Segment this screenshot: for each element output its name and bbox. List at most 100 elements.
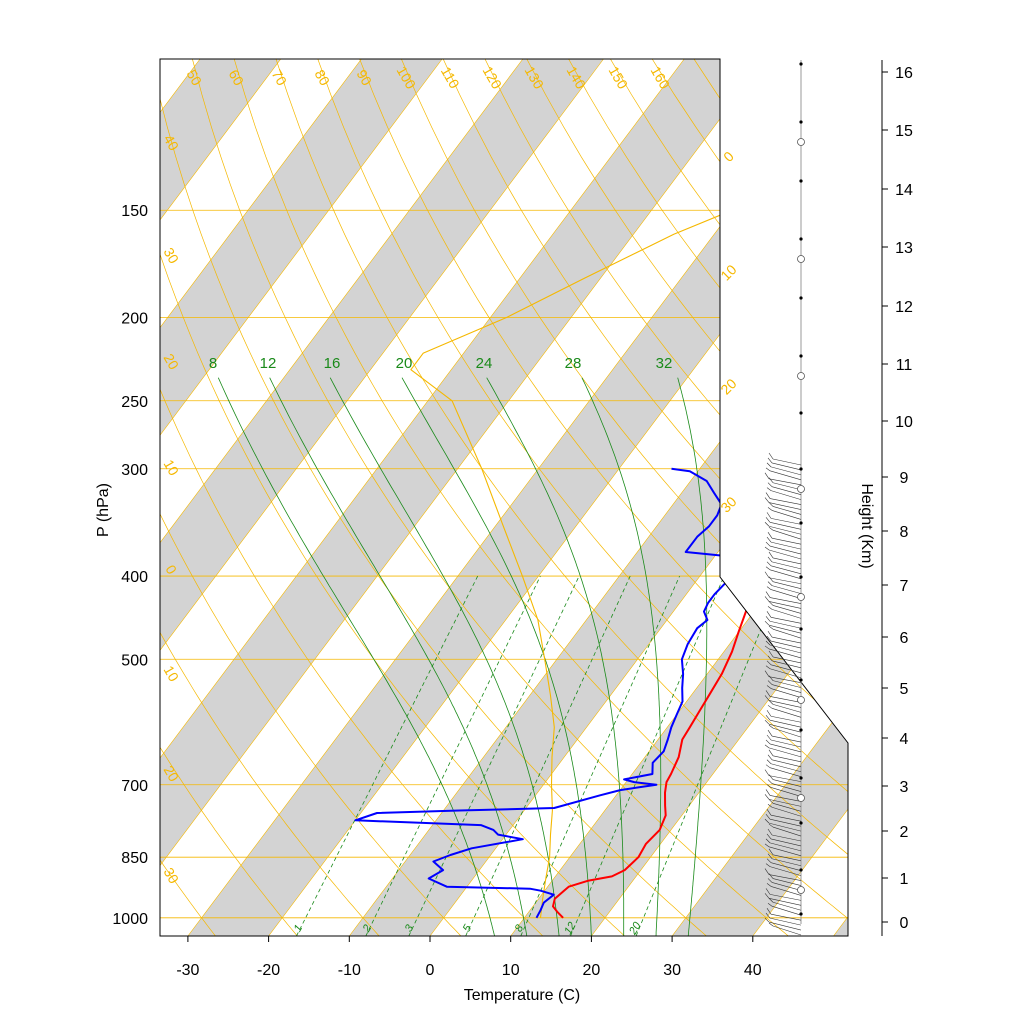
wind-barb — [772, 609, 801, 618]
dry-adiabat-label: 80 — [312, 67, 334, 89]
wind-barb — [771, 590, 801, 599]
height-tick-label: 12 — [895, 299, 913, 316]
wind-barb-flag — [765, 572, 769, 578]
moist-adiabat-label: 8 — [209, 355, 217, 372]
wind-barb-flag — [769, 725, 773, 728]
x-tick-label: -20 — [257, 962, 280, 979]
mixing-ratio-label: 1 — [292, 923, 305, 934]
height-tick-label: 16 — [895, 65, 913, 82]
height-tick-label: 0 — [900, 915, 909, 932]
height-dot — [799, 627, 802, 630]
wind-barb-flag — [769, 750, 773, 756]
wind-barb-flag — [769, 453, 773, 459]
wind-barb-flag — [765, 522, 769, 526]
wind-barb-flag — [765, 596, 769, 601]
height-marker — [798, 594, 805, 601]
wind-barb — [769, 578, 801, 584]
x-tick-label: 40 — [744, 962, 762, 979]
wind-barb-flag — [768, 755, 772, 760]
height-marker — [798, 256, 805, 263]
height-dot — [799, 776, 802, 779]
wind-barb — [772, 708, 801, 717]
wind-barb-flag — [765, 745, 769, 748]
height-tick-label: 13 — [895, 240, 913, 257]
x-tick-label: 0 — [426, 962, 435, 979]
dry-adiabat — [819, 59, 1024, 936]
height-marker — [798, 887, 805, 894]
height-tick-label: 7 — [900, 578, 909, 595]
p-tick-label: 400 — [121, 569, 148, 586]
wind-barb-flag — [768, 532, 772, 538]
wind-barb — [770, 744, 801, 752]
moist-adiabat-label: 28 — [565, 355, 582, 372]
wind-barb — [773, 605, 801, 613]
x-tick-label: -10 — [338, 962, 361, 979]
p-tick-label: 200 — [121, 311, 148, 328]
p-tick-label: 300 — [121, 462, 148, 479]
wind-barb-flag — [769, 527, 773, 530]
wind-barb-flag — [768, 780, 772, 784]
wind-barb-flag — [767, 512, 771, 518]
isotherm-label-right: 10 — [717, 261, 739, 283]
wind-barb — [773, 629, 801, 638]
height-tick-label: 4 — [900, 731, 909, 748]
wind-barb — [770, 570, 801, 579]
wind-barb-flag — [765, 794, 769, 799]
wind-barb-flag — [767, 537, 771, 542]
wind-barb — [773, 926, 801, 935]
height-tick-label: 15 — [895, 123, 913, 140]
x-tick-label: 20 — [583, 962, 601, 979]
wind-barb-flag — [768, 705, 772, 708]
p-tick-label: 850 — [121, 850, 148, 867]
height-dot — [799, 120, 802, 123]
wind-barb-flag — [767, 611, 771, 617]
moist-adiabat-label: 32 — [656, 355, 673, 372]
height-dot — [799, 62, 802, 65]
wind-barb — [771, 566, 801, 574]
wind-barb-flag — [767, 760, 771, 764]
isotherm — [0, 59, 39, 936]
p-tick-label: 150 — [121, 203, 148, 220]
wind-barb — [771, 689, 801, 698]
p-tick-label: 700 — [121, 778, 148, 795]
wind-barb — [772, 510, 801, 519]
wind-barb-flag — [766, 567, 770, 570]
wind-barb-flag — [766, 789, 770, 795]
wind-barb — [773, 506, 801, 514]
wind-barb — [771, 491, 801, 500]
wind-barb — [769, 748, 801, 757]
wind-barb-flag — [765, 621, 769, 625]
wind-barb — [772, 586, 801, 594]
wind-barb-flag — [768, 458, 772, 463]
moist-adiabat-label: 20 — [396, 355, 413, 372]
height-dot — [799, 575, 802, 578]
height-marker — [798, 139, 805, 146]
height-dot — [799, 678, 802, 681]
wind-barb — [769, 479, 801, 485]
height-dot — [799, 728, 802, 731]
mixing-ratio-label: 5 — [461, 922, 475, 934]
wind-barb-flag — [769, 577, 773, 582]
moist-adiabat-label: 24 — [476, 355, 493, 372]
wind-barb-flag — [765, 770, 769, 776]
wind-barb-flag — [769, 775, 773, 780]
moist-adiabat-label: 12 — [260, 355, 277, 372]
wind-barb — [770, 546, 801, 554]
y-axis-label: P (hPa) — [95, 483, 112, 537]
height-marker — [798, 795, 805, 802]
x-tick-label: -30 — [176, 962, 199, 979]
wind-barb-flag — [767, 463, 771, 467]
wind-barb-flag — [769, 552, 773, 558]
height-axis-label: Height (Km) — [858, 483, 875, 568]
x-axis-label: Temperature (C) — [464, 987, 580, 1004]
wind-barb-flag — [766, 765, 770, 768]
wind-barb-flag — [767, 710, 771, 716]
height-dot — [799, 521, 802, 524]
wind-barb-flag — [768, 557, 772, 562]
wind-barb — [773, 728, 801, 737]
isotherm-label-left: 10 — [161, 457, 183, 479]
height-marker — [798, 697, 805, 704]
wind-barb — [773, 704, 801, 712]
